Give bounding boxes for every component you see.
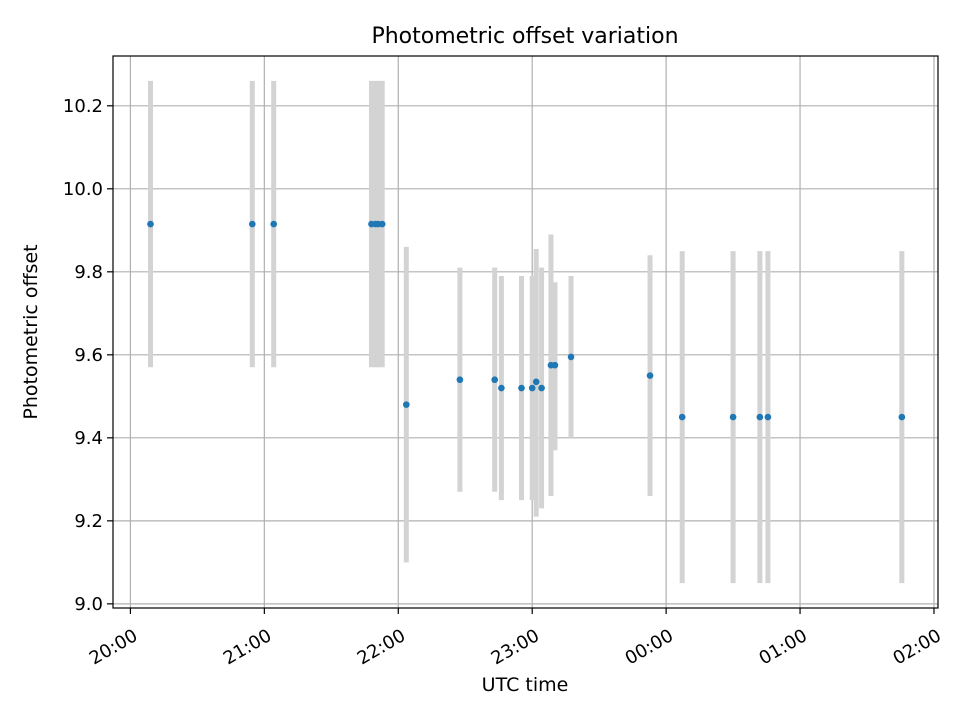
data-point	[378, 220, 386, 228]
data-point	[898, 413, 906, 421]
data-point	[538, 384, 545, 392]
data-point	[456, 376, 464, 384]
data-point	[518, 384, 525, 392]
chart-title: Photometric offset variation	[371, 24, 678, 49]
data-point	[270, 220, 278, 228]
data-point	[498, 384, 505, 392]
y-tick-label: 9.2	[74, 511, 103, 532]
y-tick-label: 9.8	[74, 262, 103, 283]
data-point	[248, 220, 256, 228]
data-point	[403, 401, 410, 408]
y-tick-label: 9.0	[74, 594, 103, 615]
data-point	[729, 413, 737, 421]
y-axis: 9.0 9.2 9.4 9.6 9.8 10.0 10.2	[63, 96, 113, 615]
y-tick-label: 9.6	[74, 345, 103, 366]
y-tick-label: 9.4	[74, 428, 103, 449]
data-point	[147, 220, 154, 228]
data-point	[764, 413, 772, 421]
data-point	[646, 372, 654, 379]
data-point	[567, 353, 575, 361]
plot-frame	[112, 55, 939, 609]
data-point	[551, 361, 559, 369]
y-tick-label: 10.2	[63, 96, 103, 117]
data-point	[528, 384, 536, 392]
data-points	[147, 220, 906, 421]
data-point	[756, 413, 764, 421]
data-point	[491, 376, 498, 384]
y-tick-label: 10.0	[63, 179, 103, 200]
data-point	[678, 413, 686, 421]
data-point	[532, 378, 540, 386]
x-axis-title: UTC time	[482, 674, 569, 696]
y-axis-title: Photometric offset	[20, 244, 42, 419]
